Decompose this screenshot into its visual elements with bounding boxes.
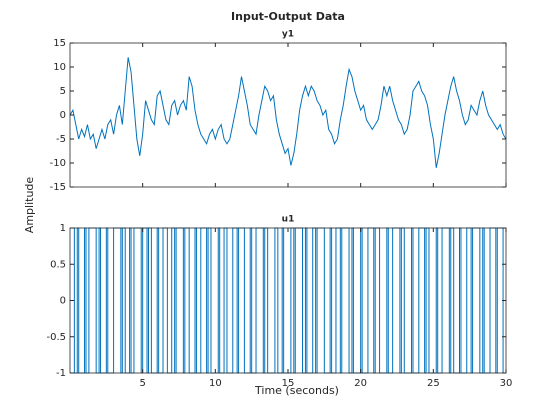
- y-tick-label: 10: [53, 62, 66, 73]
- y-tick-label: -10: [50, 158, 66, 169]
- x-tick-label: 20: [354, 378, 367, 389]
- y-tick-label: 5: [60, 86, 66, 97]
- x-axis-label: Time (seconds): [254, 384, 339, 397]
- axes-title: u1: [282, 215, 295, 225]
- x-tick-label: 25: [427, 378, 440, 389]
- y-tick-label: 0.5: [50, 259, 66, 270]
- x-tick-label: 5: [139, 378, 145, 389]
- y-tick-label: 15: [53, 38, 66, 49]
- axes-background: [70, 43, 506, 187]
- axes-title: y1: [282, 30, 294, 40]
- axes-box: [69, 227, 507, 374]
- y-tick-label: 0: [60, 296, 66, 307]
- y-tick-label: -15: [50, 182, 66, 193]
- x-tick-label: 15: [282, 378, 295, 389]
- y-tick-label: -5: [56, 134, 66, 145]
- y-tick-label: -0.5: [46, 332, 66, 343]
- y-tick-label: 0: [60, 110, 66, 121]
- y-tick-label: -1: [56, 368, 66, 379]
- data-line: [69, 57, 507, 168]
- figure-title: Input-Output Data: [231, 10, 345, 23]
- axes-background: [70, 228, 506, 373]
- x-tick-label: 10: [209, 378, 222, 389]
- y-tick-label: 1: [60, 223, 66, 234]
- x-tick-label: 30: [500, 378, 513, 389]
- y-axis-label: Amplitude: [23, 177, 36, 234]
- axes-box: [69, 42, 507, 188]
- stairs-line: [70, 227, 506, 374]
